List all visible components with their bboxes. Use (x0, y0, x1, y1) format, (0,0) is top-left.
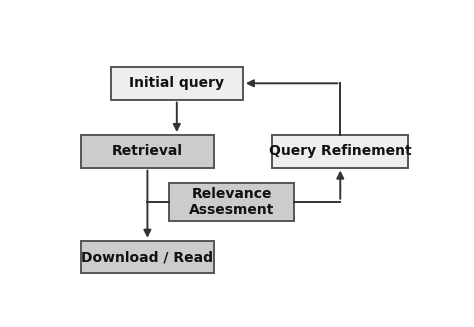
FancyBboxPatch shape (82, 135, 213, 168)
FancyBboxPatch shape (82, 241, 213, 273)
Text: Initial query: Initial query (129, 76, 224, 90)
Text: Download / Read: Download / Read (82, 250, 213, 264)
Text: Relevance
Assesment: Relevance Assesment (189, 186, 274, 217)
FancyBboxPatch shape (110, 67, 243, 100)
Text: Query Refinement: Query Refinement (269, 144, 411, 158)
FancyBboxPatch shape (272, 135, 408, 168)
Text: Retrieval: Retrieval (112, 144, 183, 158)
FancyBboxPatch shape (169, 183, 294, 220)
